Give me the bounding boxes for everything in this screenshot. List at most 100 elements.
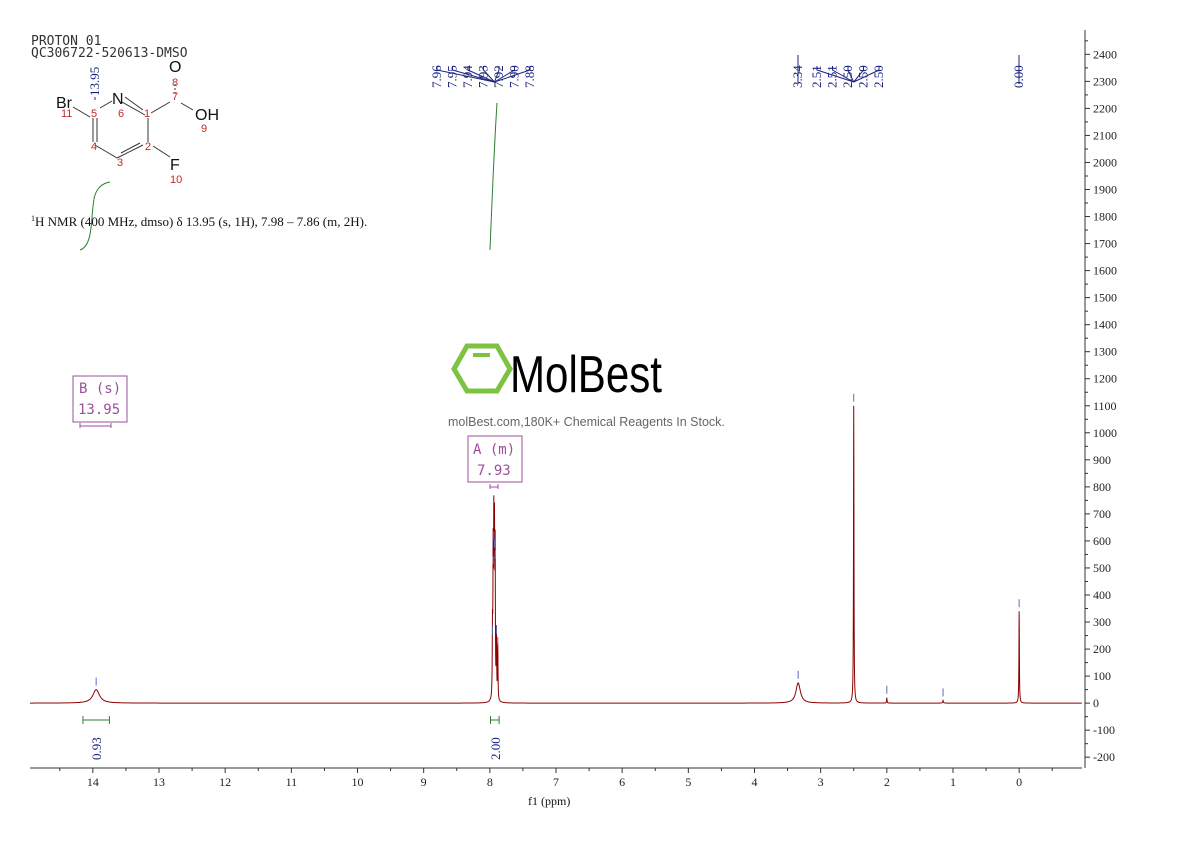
y-tick-label: 2100 [1093,128,1117,142]
atom-number: 8 [172,77,178,89]
x-tick-label: 4 [751,775,757,789]
y-tick-label: 1900 [1093,182,1117,196]
chemical-structure: Br N O OH F 1 2 3 4 5 6 7 8 9 10 11 [56,59,219,186]
y-tick-label: 1400 [1093,318,1117,332]
y-tick-label: 0 [1093,696,1099,710]
y-tick-label: 700 [1093,507,1111,521]
svg-text:7.93: 7.93 [477,463,511,479]
y-tick-label: 200 [1093,642,1111,656]
atom-number: 3 [117,157,123,169]
peak-label-connector [467,66,495,83]
atom-number: 6 [118,108,124,120]
y-tick-label: 1300 [1093,345,1117,359]
y-tick-label: 900 [1093,453,1111,467]
nmr-description: 1H NMR (400 MHz, dmso) δ 13.95 (s, 1H), … [31,214,367,229]
integral-curve-7.93 [489,102,498,251]
y-tick-label: 2200 [1093,101,1117,115]
peak-label: 7.90 [507,65,522,88]
atom-number: 9 [201,123,207,135]
y-tick-label: 1000 [1093,426,1117,440]
y-tick-label: 1800 [1093,210,1117,224]
molbest-watermark: MolBest molBest.com,180K+ Chemical Reage… [448,343,725,429]
peak-label-connector [816,66,854,83]
y-tick-label: 100 [1093,669,1111,683]
x-tick-label: 12 [219,775,231,789]
x-tick-label: 14 [87,775,99,789]
y-tick-label: 600 [1093,534,1111,548]
x-tick-label: 1 [950,775,956,789]
atom-number: 2 [145,141,151,153]
x-tick-label: 11 [286,775,298,789]
x-axis-label: f1 (ppm) [528,794,570,808]
peak-label: 7.94 [460,65,475,88]
atom-number: 11 [61,108,72,120]
spectrum-title: PROTON 01 [31,34,101,49]
atom-number: 10 [170,174,182,186]
peak-label-connector [853,66,864,83]
peak-label-connector [847,66,855,83]
x-tick-label: 8 [487,775,493,789]
y-tick-label: 1200 [1093,372,1117,386]
y-tick-label: 400 [1093,588,1111,602]
integral-bracket [82,716,110,724]
x-tick-label: 9 [421,775,427,789]
molbest-logo-icon [451,343,513,394]
atom-o: O [169,59,181,76]
y-tick-label: 2000 [1093,155,1117,169]
watermark-tagline: molBest.com,180K+ Chemical Reagents In S… [448,415,725,429]
svg-text:13.95: 13.95 [78,402,120,418]
multiplet-box-b: B (s) 13.95 [72,375,128,428]
peak-label-connector [494,66,500,83]
svg-text:A (m): A (m) [473,442,515,458]
peak-label: 2.50 [856,65,871,88]
atom-oh: OH [195,107,219,124]
integral-value: 0.93 [89,737,104,760]
y-tick-label: 1500 [1093,291,1117,305]
atom-f: F [170,157,180,174]
integral-curve-13.95 [79,181,111,251]
atom-number: 5 [91,108,97,120]
peak-label-connector [853,66,880,83]
peak-label-connector [436,66,495,83]
atom-number: 4 [91,141,97,153]
y-tick-label: -200 [1093,750,1115,764]
integral-bracket [489,716,500,724]
peak-label: 2.51 [825,65,840,88]
y-tick-label: 2300 [1093,74,1117,88]
peak-label: 7.93 [476,65,491,88]
x-tick-label: 5 [685,775,691,789]
x-tick-label: 6 [619,775,625,789]
y-tick-label: 500 [1093,561,1111,575]
y-tick-label: 1700 [1093,237,1117,251]
y-tick-label: 2400 [1093,47,1117,61]
x-tick-label: 7 [553,775,559,789]
integral-value: 2.00 [488,737,503,760]
x-tick-label: 0 [1016,775,1022,789]
spectrum-line [30,405,1082,704]
x-tick-label: 2 [884,775,890,789]
x-tick-label: 10 [352,775,364,789]
atom-br: Br [56,95,73,112]
peak-label-connector [832,66,854,83]
y-tick-label: 800 [1093,480,1111,494]
y-tick-label: 1100 [1093,399,1117,413]
peak-label: 2.50 [840,65,855,88]
peak-label-connector [483,66,495,83]
peak-label: 2.50 [871,65,886,88]
multiplet-box-a: A (m) 7.93 [467,435,523,489]
sample-id: QC306722-520613-DMSO [31,46,188,61]
atom-number: 1 [144,108,150,120]
atom-number: 7 [172,91,178,103]
x-tick-label: 3 [818,775,824,789]
peak-label-connector [452,66,495,83]
y-tick-label: 1600 [1093,264,1117,278]
atom-n: N [112,91,124,108]
peak-label-connector [494,66,531,83]
peak-label: 13.95 [87,67,102,96]
x-tick-label: 13 [153,775,165,789]
peak-label-connector [494,66,515,83]
svg-text:B (s): B (s) [79,381,121,397]
y-tick-label: 300 [1093,615,1111,629]
watermark-brand: MolBest [510,346,662,404]
